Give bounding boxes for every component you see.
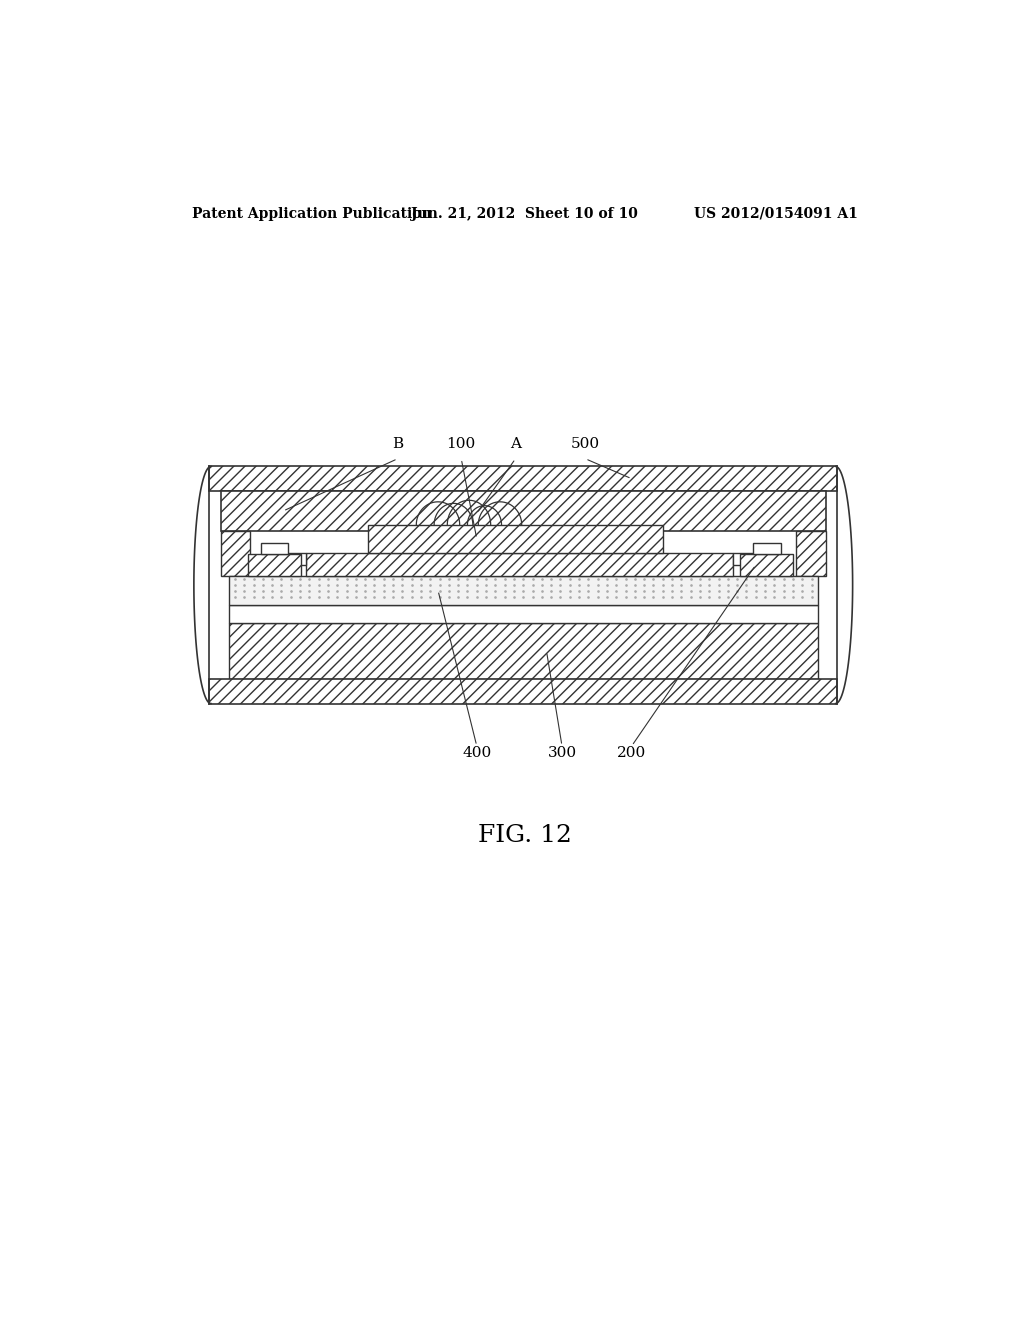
Bar <box>306 553 732 576</box>
Text: Jun. 21, 2012  Sheet 10 of 10: Jun. 21, 2012 Sheet 10 of 10 <box>412 207 638 220</box>
Bar <box>369 525 663 553</box>
Text: 200: 200 <box>617 746 646 760</box>
Text: 300: 300 <box>548 746 577 760</box>
Bar <box>740 554 793 576</box>
Bar <box>221 491 825 531</box>
Bar <box>228 605 818 623</box>
Text: B: B <box>392 437 403 451</box>
Text: US 2012/0154091 A1: US 2012/0154091 A1 <box>694 207 858 220</box>
Bar <box>209 678 838 704</box>
Bar <box>221 531 251 576</box>
Bar <box>732 553 755 565</box>
Bar <box>260 544 289 554</box>
Text: FIG. 12: FIG. 12 <box>478 825 571 847</box>
Bar <box>285 553 306 565</box>
Bar <box>753 544 780 554</box>
Text: A: A <box>510 437 521 451</box>
Text: 500: 500 <box>570 437 600 451</box>
Bar <box>796 531 825 576</box>
Text: 400: 400 <box>462 746 492 760</box>
Bar <box>228 623 818 678</box>
Text: Patent Application Publication: Patent Application Publication <box>191 207 431 220</box>
Bar <box>209 466 838 491</box>
Text: 100: 100 <box>446 437 476 451</box>
Bar <box>228 576 818 605</box>
Bar <box>248 554 301 576</box>
